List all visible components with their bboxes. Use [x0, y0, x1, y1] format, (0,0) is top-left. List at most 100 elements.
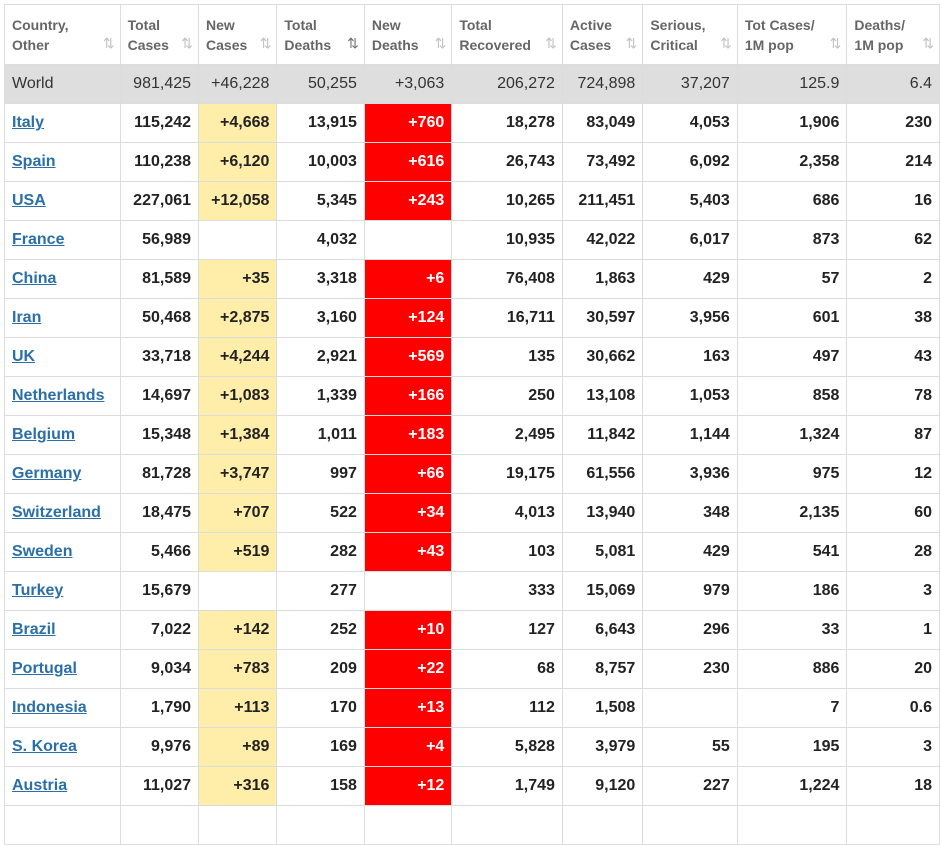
cell-total-deaths: 4,032 [276, 220, 365, 260]
sort-icon[interactable]: ⇅ [545, 35, 557, 51]
column-header-new-cases[interactable]: New Cases ⇅ [198, 4, 278, 65]
table-row: Spain 110,238 +6,120 10,003 +616 26,743 73,492… [4, 142, 940, 182]
cell-deaths-per-1m: 28 [846, 532, 940, 572]
cell-deaths-per-1m: 60 [846, 493, 940, 533]
country-link[interactable]: Germany [12, 465, 82, 482]
table-row: Germany 81,728 +3,747 997 +66 19,175 61,556 3,9… [4, 454, 940, 494]
cell-new-deaths: +66 [363, 454, 453, 494]
sort-icon[interactable]: ⇅ [922, 35, 934, 51]
cell-country: Brazil [4, 610, 121, 650]
country-link[interactable]: France [12, 231, 65, 248]
cell-serious-critical: 163 [642, 337, 738, 377]
cell-deaths-per-1m: 16 [846, 181, 940, 221]
cell-total-recovered: 4,013 [451, 493, 563, 533]
country-link[interactable]: Brazil [12, 621, 56, 638]
sort-icon[interactable]: ⇅ [625, 35, 638, 51]
column-header-total-cases[interactable]: Total Cases ⇅ [119, 4, 200, 65]
country-link[interactable]: Austria [12, 777, 68, 794]
sort-icon[interactable]: ⇅ [829, 35, 842, 51]
cell-country: France [4, 220, 121, 260]
sort-desc-icon[interactable]: ⇅ [347, 35, 359, 51]
cell-new-cases: +1,384 [198, 415, 278, 455]
cell-total-cases: 5,466 [119, 532, 200, 572]
country-link[interactable]: Sweden [12, 543, 73, 560]
cell-new-cases: +46,228 [198, 64, 278, 104]
column-header-line1: Total [459, 16, 492, 33]
country-link[interactable]: Spain [12, 153, 56, 170]
country-link[interactable]: Iran [12, 309, 42, 326]
cell-tot-cases-per-1m: 1,224 [736, 766, 848, 806]
cell-total-deaths: 1,339 [276, 376, 365, 416]
cell-total-deaths: 2,921 [276, 337, 365, 377]
cell-deaths-per-1m: 1 [846, 610, 940, 650]
country-link[interactable]: Netherlands [12, 387, 105, 404]
column-header-total-recovered[interactable]: Total Recovered ⇅ [451, 4, 563, 65]
sort-icon[interactable]: ⇅ [434, 35, 447, 51]
country-link[interactable]: UK [12, 348, 36, 365]
column-header-total-deaths[interactable]: Total Deaths ⇅ [276, 4, 365, 65]
cell-total-recovered: 103 [451, 532, 563, 572]
cell-country: Turkey [4, 571, 121, 611]
cell-total-cases: 11,027 [119, 766, 200, 806]
country-link[interactable]: Italy [12, 114, 45, 131]
country-link[interactable]: Switzerland [12, 504, 101, 521]
sort-icon[interactable]: ⇅ [259, 35, 272, 51]
cell-total-cases: 15,348 [119, 415, 200, 455]
country-link[interactable]: USA [12, 192, 46, 209]
column-header-active-cases[interactable]: Active Cases ⇅ [561, 4, 644, 65]
column-header-line2: Recovered [459, 36, 531, 53]
country-link[interactable]: Portugal [12, 660, 77, 677]
cell-new-deaths: +124 [363, 298, 453, 338]
column-header-line1: Country, [12, 16, 69, 33]
cell-total-deaths: 158 [276, 766, 365, 806]
column-header-country[interactable]: Country, Other ⇅ [4, 4, 121, 65]
cell-country: S. Korea [4, 727, 121, 767]
cell-total-cases: 115,242 [119, 103, 200, 143]
sort-icon[interactable]: ⇅ [102, 35, 115, 51]
cell-serious-critical: 227 [642, 766, 738, 806]
cell-new-cases [198, 805, 278, 845]
cell-tot-cases-per-1m: 686 [736, 181, 848, 221]
cell-serious-critical: 55 [642, 727, 738, 767]
table-row: Brazil 7,022 +142 252 +10 127 6,643 296 33 1 [4, 610, 940, 650]
column-header-line2: Deaths [284, 36, 332, 53]
table-row: USA 227,061 +12,058 5,345 +243 10,265 211,451 5… [4, 181, 940, 221]
cell-total-cases: 9,034 [119, 649, 200, 689]
country-link[interactable]: Indonesia [12, 699, 87, 716]
cell-total-recovered: 250 [451, 376, 563, 416]
cell-tot-cases-per-1m: 858 [736, 376, 848, 416]
table-row: UK 33,718 +4,244 2,921 +569 135 30,662 163 497 43 [4, 337, 940, 377]
cell-total-recovered: 1,749 [451, 766, 563, 806]
cell-country: World [4, 64, 121, 104]
cell-tot-cases-per-1m: 33 [736, 610, 848, 650]
cell-deaths-per-1m: 20 [846, 649, 940, 689]
column-header-line1: Tot Cases/ [744, 16, 815, 33]
cell-serious-critical: 6,092 [642, 142, 738, 182]
table-row: China 81,589 +35 3,318 +6 76,408 1,863 429 57 2 [4, 259, 940, 299]
cell-deaths-per-1m: 87 [846, 415, 940, 455]
table-body: World 981,425 +46,228 50,255 +3,063 206,272 72… [4, 64, 940, 845]
cell-deaths-per-1m: 12 [846, 454, 940, 494]
column-header-deaths-per-1m[interactable]: Deaths/1M pop ⇅ [846, 4, 940, 65]
cell-country: Italy [4, 103, 121, 143]
column-header-serious-critical[interactable]: Serious, Critical ⇅ [642, 4, 738, 65]
country-link[interactable]: S. Korea [12, 738, 77, 755]
column-header-new-deaths[interactable]: New Deaths ⇅ [363, 4, 453, 65]
cell-total-deaths: 169 [276, 727, 365, 767]
table-row: Belgium 15,348 +1,384 1,011 +183 2,495 11,842 1… [4, 415, 940, 455]
cell-deaths-per-1m: 78 [846, 376, 940, 416]
country-link[interactable]: China [12, 270, 57, 287]
cell-active-cases: 6,643 [561, 610, 644, 650]
cell-serious-critical: 1,144 [642, 415, 738, 455]
cell-country: Germany [4, 454, 121, 494]
column-header-tot-cases-per-1m[interactable]: Tot Cases/1M pop ⇅ [736, 4, 848, 65]
sort-icon[interactable]: ⇅ [720, 35, 732, 51]
table-row: Turkey 15,679 277 333 15,069 979 186 3 [4, 571, 940, 611]
cell-active-cases: 11,842 [561, 415, 644, 455]
cell-tot-cases-per-1m: 1,324 [736, 415, 848, 455]
country-link[interactable]: Turkey [12, 582, 64, 599]
sort-icon[interactable]: ⇅ [181, 35, 193, 51]
cell-total-cases: 981,425 [119, 64, 200, 104]
table-row: Portugal 9,034 +783 209 +22 68 8,757 230 886 20 [4, 649, 940, 689]
country-link[interactable]: Belgium [12, 426, 76, 443]
